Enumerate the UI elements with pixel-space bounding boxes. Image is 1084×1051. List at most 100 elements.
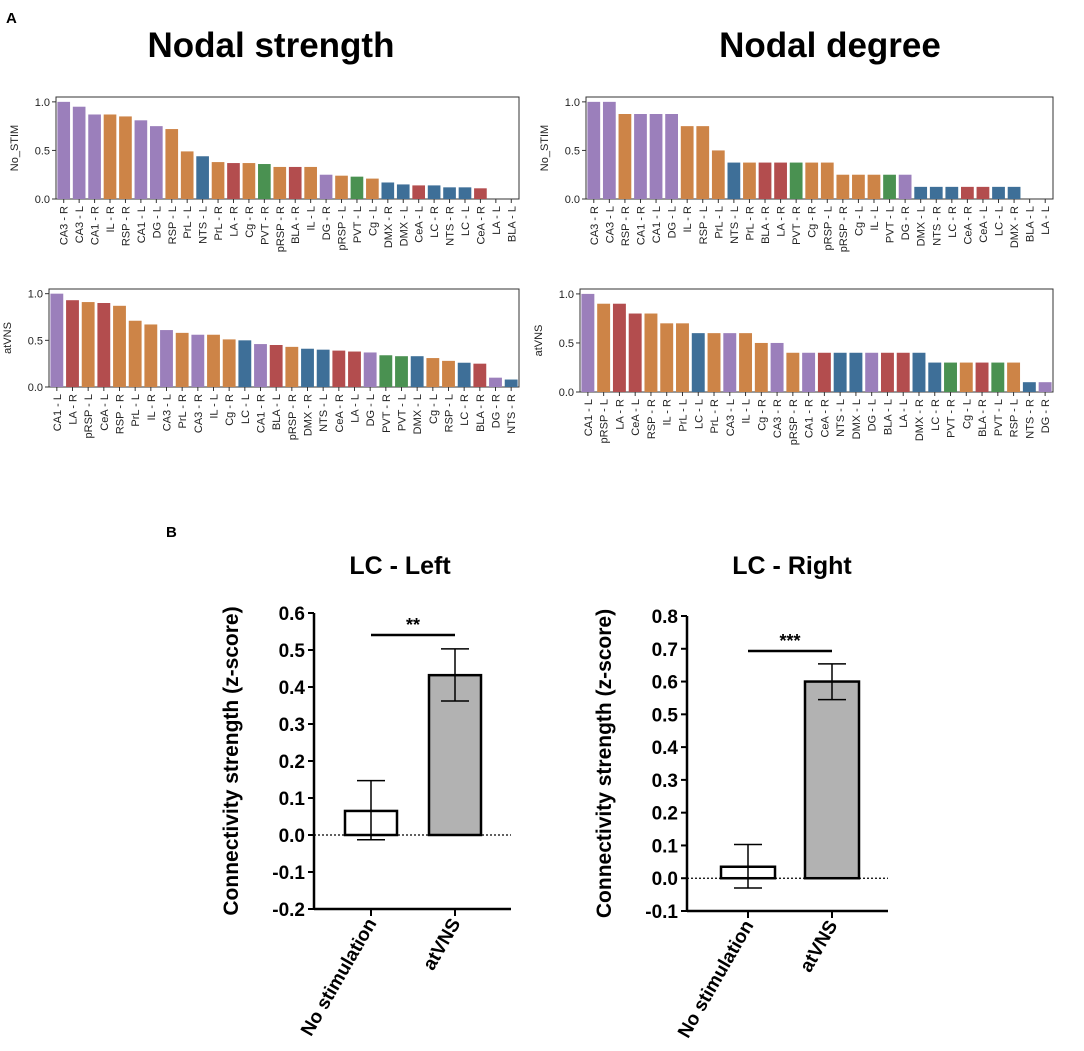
bar [395, 356, 408, 387]
y-tick-label: 0.6 [279, 604, 305, 625]
bar [707, 333, 721, 392]
x-tick-label: pRSP - R [838, 206, 850, 252]
x-tick-label: DMX - L [412, 394, 424, 434]
bar [581, 293, 595, 392]
bar [191, 334, 205, 387]
x-tick-label: LC - L [240, 394, 252, 424]
bar [396, 184, 410, 199]
x-tick-label: IL - R [105, 206, 117, 233]
x-tick-label: CA1 - L [136, 206, 148, 243]
axes-frame [48, 288, 520, 388]
bar [103, 114, 117, 199]
y-tick-label: 0.0 [565, 194, 580, 206]
bar [426, 358, 440, 387]
bar [628, 313, 642, 392]
bar [165, 129, 179, 199]
x-tick-label: CeA - R [819, 399, 831, 438]
bar [379, 355, 393, 387]
bar [196, 156, 209, 199]
x-tick-label: pRSP - L [599, 399, 611, 443]
bar [458, 187, 472, 199]
bar [175, 332, 189, 387]
x-tick-label: NTS - R [445, 206, 457, 246]
x-tick-label: DG - R [900, 206, 912, 240]
x-tick-label: BLA - R [475, 394, 487, 432]
y-tick-label: 1.0 [565, 97, 580, 109]
bar [412, 185, 426, 199]
x-tick-label: IL - R [662, 399, 674, 426]
bar [335, 175, 348, 199]
y-tick-label: 1.0 [35, 97, 50, 109]
x-tick-label: DG - L [667, 206, 679, 238]
bar [849, 352, 863, 392]
x-tick-label: RSP - R [646, 399, 658, 439]
bar [473, 363, 487, 387]
x-tick-label: Cg - R [224, 394, 236, 426]
bar [66, 300, 79, 387]
x-tick-label: CA3 - R [193, 394, 205, 433]
bar [880, 352, 894, 392]
bar [914, 186, 928, 199]
x-tick-label: PrL - L [130, 394, 142, 427]
x-tick-label: IL - R [146, 394, 158, 421]
y-tick-label: 0.5 [28, 335, 43, 347]
x-tick-label: pRSP - L [822, 206, 834, 250]
x-tick-label: PVT - R [381, 394, 393, 433]
x-tick-label: NTS - R [1024, 399, 1036, 439]
x-tick-label: CA3 - R [59, 206, 71, 245]
x-tick-label: DMX - R [383, 206, 395, 248]
bar [180, 151, 194, 199]
x-tick-label: IL - L [306, 206, 318, 231]
y-tick-label: 0.3 [279, 715, 305, 736]
bar [992, 186, 1005, 199]
bar [258, 164, 271, 199]
x-tick-label: LA - R [776, 206, 788, 237]
x-tick-label: RSP - R [620, 206, 632, 246]
bar [227, 163, 240, 199]
bar [1007, 186, 1021, 199]
bar [676, 323, 689, 392]
x-tick-label: PrL - R [213, 206, 225, 240]
bar [1022, 382, 1036, 392]
x-tick-label: LC - R [429, 206, 441, 238]
x-tick-label: CA3 - L [604, 206, 616, 243]
x-tick-label: pRSP - R [788, 399, 800, 445]
x-tick-label: RSP - R [115, 394, 127, 434]
y-tick-label: 0.0 [279, 826, 305, 847]
y-tick-label: 0.2 [652, 804, 678, 825]
bar [597, 303, 611, 392]
bar [222, 339, 236, 387]
x-tick-label: DMX - L [398, 206, 410, 246]
bar [149, 126, 163, 199]
x-tick-label: CA1 - L [583, 399, 595, 436]
y-tick-label: -0.2 [272, 900, 305, 921]
bar [72, 106, 86, 199]
bar [489, 377, 502, 387]
bar [758, 162, 772, 199]
x-tick-label: CeA - R [334, 394, 346, 433]
bar [316, 349, 330, 387]
x-tick-label: NTS - L [835, 399, 847, 437]
x-tick-label: DG - L [151, 206, 163, 238]
y-tick-label: 0.0 [35, 194, 50, 206]
y-axis-label: No_STIM [539, 125, 551, 171]
bar [991, 362, 1005, 392]
bar [319, 174, 333, 199]
x-tick-label: CA1 - L [52, 394, 64, 431]
bar [363, 352, 377, 387]
y-tick-label: -0.1 [272, 863, 305, 884]
x-tick-label: CA3 - R [589, 206, 601, 245]
x-tick-label: PrL - L [713, 206, 725, 239]
x-tick-label: LC - L [994, 206, 1006, 236]
x-tick-label: IL - R [682, 206, 694, 233]
bar [833, 352, 847, 392]
x-tick-label: pRSP - L [337, 206, 349, 250]
bar [865, 352, 879, 392]
axes-frame [579, 288, 1054, 393]
bar [269, 345, 283, 387]
bar [457, 362, 471, 387]
